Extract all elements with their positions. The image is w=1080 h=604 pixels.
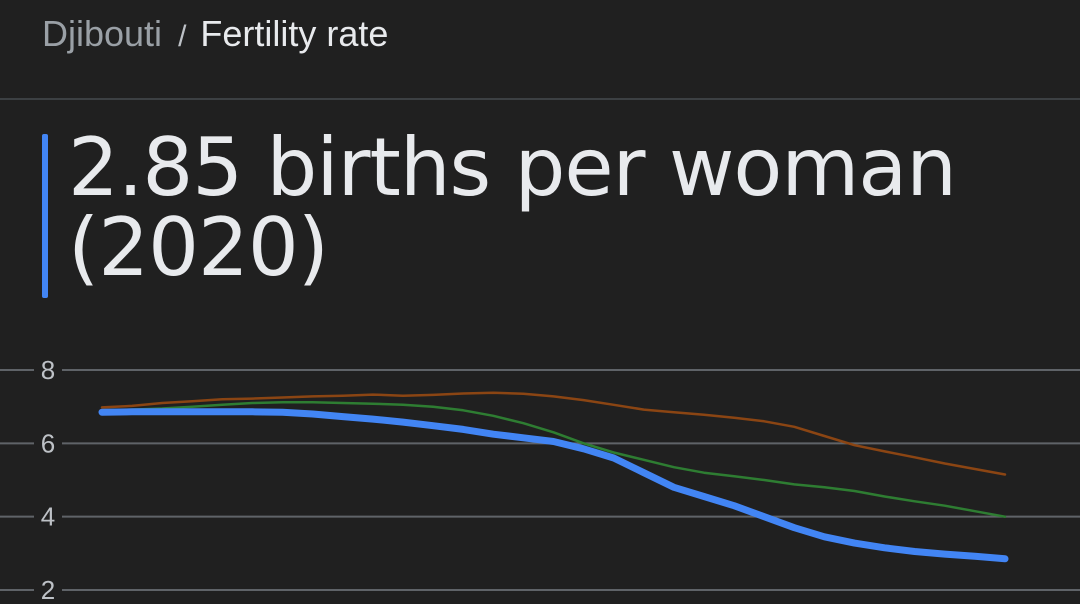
series-line-comparison-1[interactable]	[100, 401, 1007, 518]
y-tick-label: 2	[41, 575, 55, 604]
breadcrumb-separator: /	[178, 20, 187, 53]
tick-label-background	[34, 430, 62, 457]
breadcrumb-current: Fertility rate	[200, 13, 389, 54]
headline: 2.85 births per woman (2020)	[68, 128, 1058, 288]
series-line-primary[interactable]	[98, 408, 1009, 563]
tick-label-background	[34, 577, 62, 603]
breadcrumb-country-link[interactable]: Djibouti	[42, 13, 163, 54]
chart-grid: 8 6 4 2	[0, 355, 1080, 604]
breadcrumb: Djibouti / Fertility rate	[42, 12, 388, 59]
header-divider	[0, 98, 1080, 100]
y-tick-label: 4	[41, 502, 55, 532]
chart-series	[98, 391, 1009, 563]
tick-label-background	[34, 357, 62, 383]
tick-label-background	[34, 503, 62, 530]
y-tick-label: 8	[41, 355, 55, 385]
headline-value: 2.85 births per woman	[68, 121, 957, 214]
y-tick-label: 6	[41, 428, 55, 458]
series-line-comparison-2[interactable]	[100, 391, 1007, 476]
headline-accent-bar	[42, 134, 48, 298]
fertility-line-chart[interactable]: 8 6 4 2	[0, 340, 1080, 604]
headline-year: (2020)	[68, 201, 329, 294]
